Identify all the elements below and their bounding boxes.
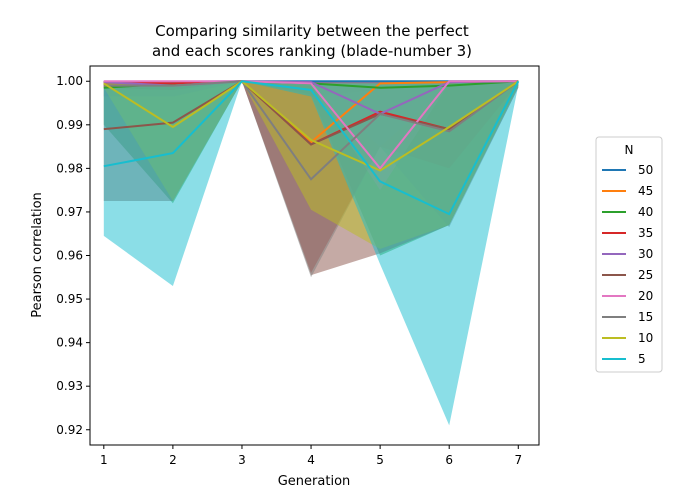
legend-title: N	[625, 143, 634, 157]
y-tick-label: 0.96	[56, 249, 83, 263]
legend-label-5: 5	[638, 352, 646, 366]
legend: N 50 45 40 35 30 25 20 15 10 5	[595, 136, 663, 373]
legend-label-15: 15	[638, 310, 653, 324]
y-tick-label: 0.93	[56, 379, 83, 393]
line-15	[103, 80, 519, 181]
line-20	[103, 80, 519, 170]
legend-label-30: 30	[638, 247, 653, 261]
series-lines	[103, 79, 520, 216]
x-axis-label: Generation	[278, 474, 351, 489]
legend-label-50: 50	[638, 163, 653, 177]
x-tick-label: 4	[307, 453, 315, 467]
y-axis: 0.92 0.93 0.94 0.95 0.96 0.97 0.98 0.99 1.00	[56, 74, 90, 437]
chart-title-line2: and each scores ranking (blade-number 3)	[152, 42, 472, 60]
legend-label-20: 20	[638, 289, 653, 303]
y-tick-label: 0.92	[56, 423, 83, 437]
chart-title-line1: Comparing similarity between the perfect	[155, 22, 469, 40]
x-tick-label: 2	[169, 453, 177, 467]
y-tick-label: 0.99	[56, 118, 83, 132]
legend-label-40: 40	[638, 205, 653, 219]
x-axis: 1 2 3 4 5 6 7	[100, 445, 522, 467]
x-tick-label: 3	[238, 453, 246, 467]
y-tick-label: 0.95	[56, 292, 83, 306]
legend-label-35: 35	[638, 226, 653, 240]
band-5	[103, 81, 519, 426]
y-axis-label: Pearson correlation	[30, 192, 45, 318]
line-25	[103, 80, 519, 146]
legend-frame	[595, 136, 663, 373]
legend-label-45: 45	[638, 184, 653, 198]
y-tick-label: 0.98	[56, 161, 83, 175]
x-tick-label: 6	[445, 453, 453, 467]
legend-label-10: 10	[638, 331, 653, 345]
y-tick-label: 0.94	[56, 336, 83, 350]
y-tick-label: 1.00	[56, 74, 83, 88]
line-10	[103, 79, 519, 172]
x-tick-label: 1	[100, 453, 108, 467]
line-5	[103, 80, 520, 216]
x-tick-label: 7	[514, 453, 522, 467]
x-tick-label: 5	[376, 453, 384, 467]
legend-label-25: 25	[638, 268, 653, 282]
y-tick-label: 0.97	[56, 205, 83, 219]
